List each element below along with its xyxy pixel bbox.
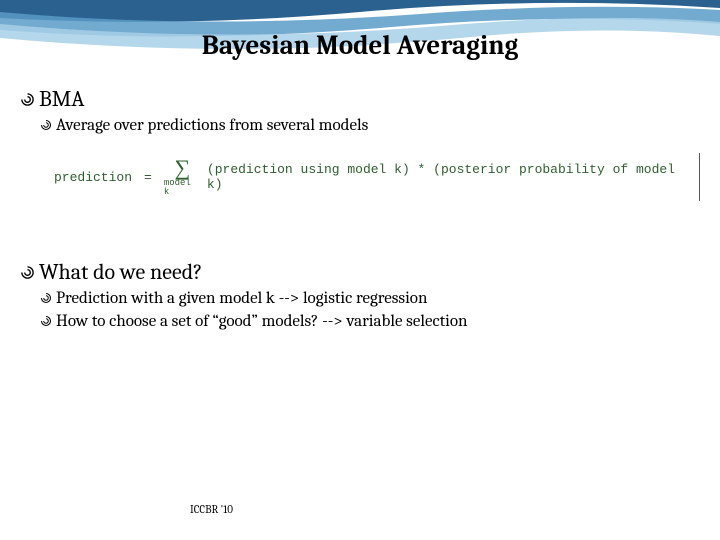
swirl-icon xyxy=(40,315,52,327)
bullet-label: How to choose a set of “good” models? --… xyxy=(56,312,467,331)
bullet-need-sub1: Prediction with a given model k --> logi… xyxy=(40,289,700,308)
bullet-need: What do we need? xyxy=(20,259,700,285)
sigma-sub: model k xyxy=(164,179,201,197)
formula: prediction = ∑ model k (prediction using… xyxy=(50,153,700,201)
slide-title: Bayesian Model Averaging xyxy=(0,30,720,61)
bullet-label: Prediction with a given model k --> logi… xyxy=(56,289,427,308)
bullet-need-sub2: How to choose a set of “good” models? --… xyxy=(40,312,700,331)
sigma-icon: ∑ model k xyxy=(164,157,201,197)
bullet-label: What do we need? xyxy=(39,259,202,285)
bullet-label: Average over predictions from several mo… xyxy=(56,116,368,135)
swirl-icon xyxy=(40,119,52,131)
bullet-bma-sub1: Average over predictions from several mo… xyxy=(40,116,700,135)
slide-content: BMA Average over predictions from severa… xyxy=(20,80,700,331)
footer-text: ICCBR '10 xyxy=(190,503,233,516)
bullet-bma: BMA xyxy=(20,86,700,112)
swirl-icon xyxy=(40,292,52,304)
formula-rhs: (prediction using model k) * (posterior … xyxy=(207,162,689,192)
sigma-symbol: ∑ xyxy=(175,157,191,179)
bullet-label: BMA xyxy=(39,86,84,112)
swirl-icon xyxy=(20,265,35,280)
formula-eq: = xyxy=(144,170,152,185)
formula-lhs: prediction xyxy=(54,170,132,185)
swirl-icon xyxy=(20,92,35,107)
